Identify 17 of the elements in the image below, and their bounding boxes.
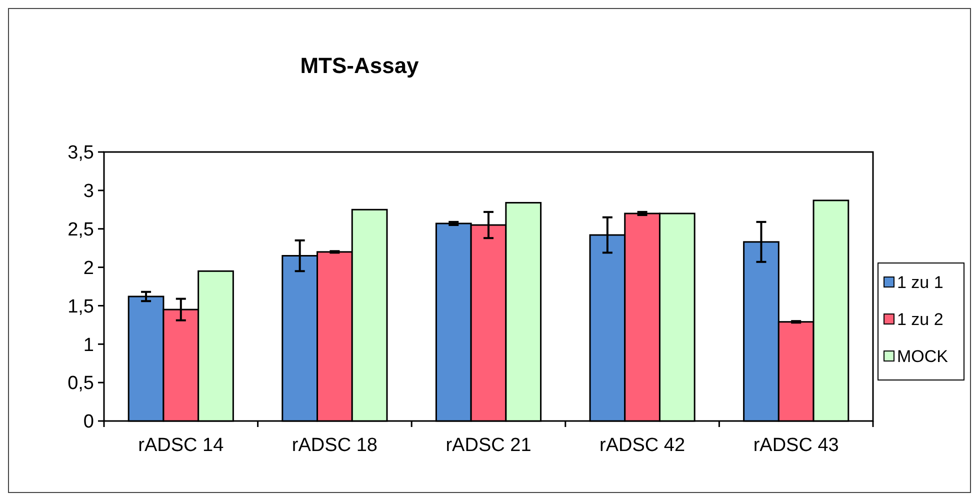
chart-title: MTS-Assay: [300, 53, 420, 78]
x-tick-label: rADSC 21: [446, 435, 532, 456]
y-tick-label: 0: [83, 412, 94, 433]
x-tick-label: rADSC 18: [292, 435, 378, 456]
y-tick-label: 3: [83, 181, 94, 202]
y-tick-label: 1,5: [68, 296, 94, 318]
legend-label: 1 zu 2: [897, 310, 944, 329]
y-tick-label: 1: [83, 334, 94, 356]
y-tick-label: 3,5: [68, 142, 94, 164]
y-tick-label: 2,5: [68, 220, 94, 241]
x-tick-label: rADSC 42: [600, 435, 686, 456]
y-tick-label: 0,5: [68, 373, 94, 394]
x-tick-label: rADSC 43: [753, 435, 839, 456]
legend-label: MOCK: [897, 346, 949, 366]
x-tick-label: rADSC 14: [138, 435, 224, 456]
legend-label: 1 zu 1: [897, 272, 944, 292]
y-tick-label: 2: [83, 258, 94, 279]
